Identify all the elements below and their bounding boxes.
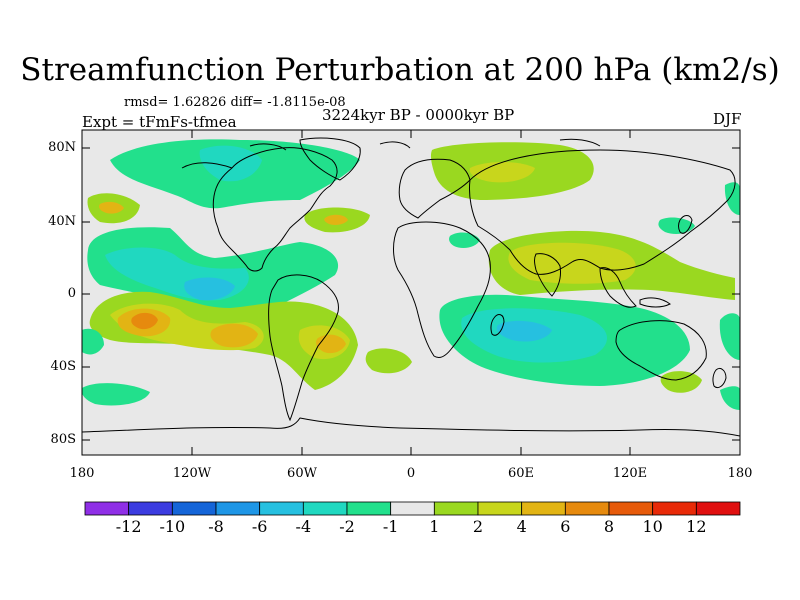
coast-japan [678,215,693,234]
colorbar-label-7: 1 [429,517,440,536]
x-tick-label-180w: 180 [69,466,95,481]
coast-arctic-islands [249,138,601,151]
contour-positive-australia [660,371,702,393]
colorbar-label-4: -4 [295,517,312,536]
coast-greenland [299,137,361,181]
coast-north-america [212,147,338,272]
coast-madagascar [490,314,505,336]
map-title: Streamfunction Perturbation at 200 hPa (… [20,52,780,88]
stats-line: rmsd= 1.62826 diff= -1.8115e-08 [124,95,346,110]
contour-positive-south-asia-core [508,242,636,284]
colorbar-swatch-5 [302,501,348,516]
contour-negative-east-south-pacific [719,313,740,360]
colorbar-label-12: 10 [642,517,663,536]
contour-positive-north-eurasia-core [469,162,535,183]
contour-negative-nw-pacific-small [658,217,695,234]
colorbar-label-0: -12 [115,517,142,536]
axis-ticks [81,130,741,455]
contour-negative-south-pacific-low [82,383,150,406]
colorbar-swatch-4 [259,501,304,516]
y-tick-label-80s: 80S [50,432,76,447]
contour-positive-south-atlantic-small [365,348,412,374]
coast-asia [469,149,736,275]
contour-fields [82,139,740,410]
y-tick-label-80n: 80N [48,140,76,155]
contour-positive-east-pacific-4 [210,323,258,348]
colorbar-label-5: -2 [339,517,355,536]
colorbar-label-2: -8 [208,517,224,536]
colorbar-label-10: 6 [560,517,571,536]
colorbar-label-8: 2 [472,517,484,536]
contour-negative-east-pacific-core [184,277,235,301]
season-label: DJF [713,110,742,128]
colorbar-swatch-11 [564,501,610,516]
coast-south-america [268,274,339,422]
colorbar-swatch-0 [84,501,130,516]
x-tick-label-180e: 180 [727,466,753,481]
contour-negative-west-pacific-left [82,328,104,355]
x-tick-label-120w: 120W [172,466,212,481]
coast-new-zealand [712,367,727,389]
coast-australia [615,320,707,381]
colorbar-label-9: 4 [516,517,527,536]
y-tick-label-0: 0 [67,286,76,301]
colorbar-label-3: -6 [251,517,268,536]
coast-africa [393,221,491,359]
colorbar-swatch-8 [433,501,479,516]
coast-india [534,253,561,297]
coast-alaska [181,162,233,169]
colorbar-swatch-9 [477,501,523,516]
colorbar-swatch-3 [215,501,261,516]
colorbar-label-1: -10 [159,517,186,536]
colorbar-swatch-12 [608,501,654,516]
experiment-label: Expt = tFmFs-tfmea [82,113,237,131]
contour-negative-north-africa [449,232,480,248]
y-tick-label-40n: 40N [48,214,76,229]
contour-negative-greenland [199,145,262,182]
colorbar-label-11: 8 [603,517,615,536]
colorbar-swatch-13 [652,501,697,516]
x-tick-label-120e: 120E [612,466,648,481]
coast-indonesia [639,297,671,308]
x-tick-label-60w: 60W [287,466,317,481]
contour-positive-n-atlantic-core [324,214,348,225]
coast-europe [398,158,471,219]
colorbar-label-6: -1 [382,517,399,536]
coast-southeast-asia [599,267,637,308]
colorbar [84,501,741,516]
contour-positive-nw-pacific-core [99,201,124,214]
colorbar-swatch-7 [390,501,435,516]
colorbar-swatch-2 [171,501,217,516]
x-tick-label-60e: 60E [507,466,535,481]
colorbar-swatch-10 [521,501,566,516]
contour-negative-indian-ocean-inner [496,320,552,342]
colorbar-label-13: 12 [686,517,707,536]
x-tick-label-0: 0 [406,466,416,481]
period-label: 3224kyr BP - 0000kyr BP [322,106,515,124]
contour-negative-far-south-pacific [720,386,740,410]
contour-negative-asia-northeast [724,182,740,215]
colorbar-swatch-1 [128,501,173,516]
coast-antarctica [82,417,740,437]
y-tick-label-40s: 40S [50,359,76,374]
colorbar-swatch-14 [695,501,741,516]
coastlines [82,137,740,437]
colorbar-swatch-6 [346,501,392,516]
contour-positive-south-pacific-6 [131,312,158,330]
